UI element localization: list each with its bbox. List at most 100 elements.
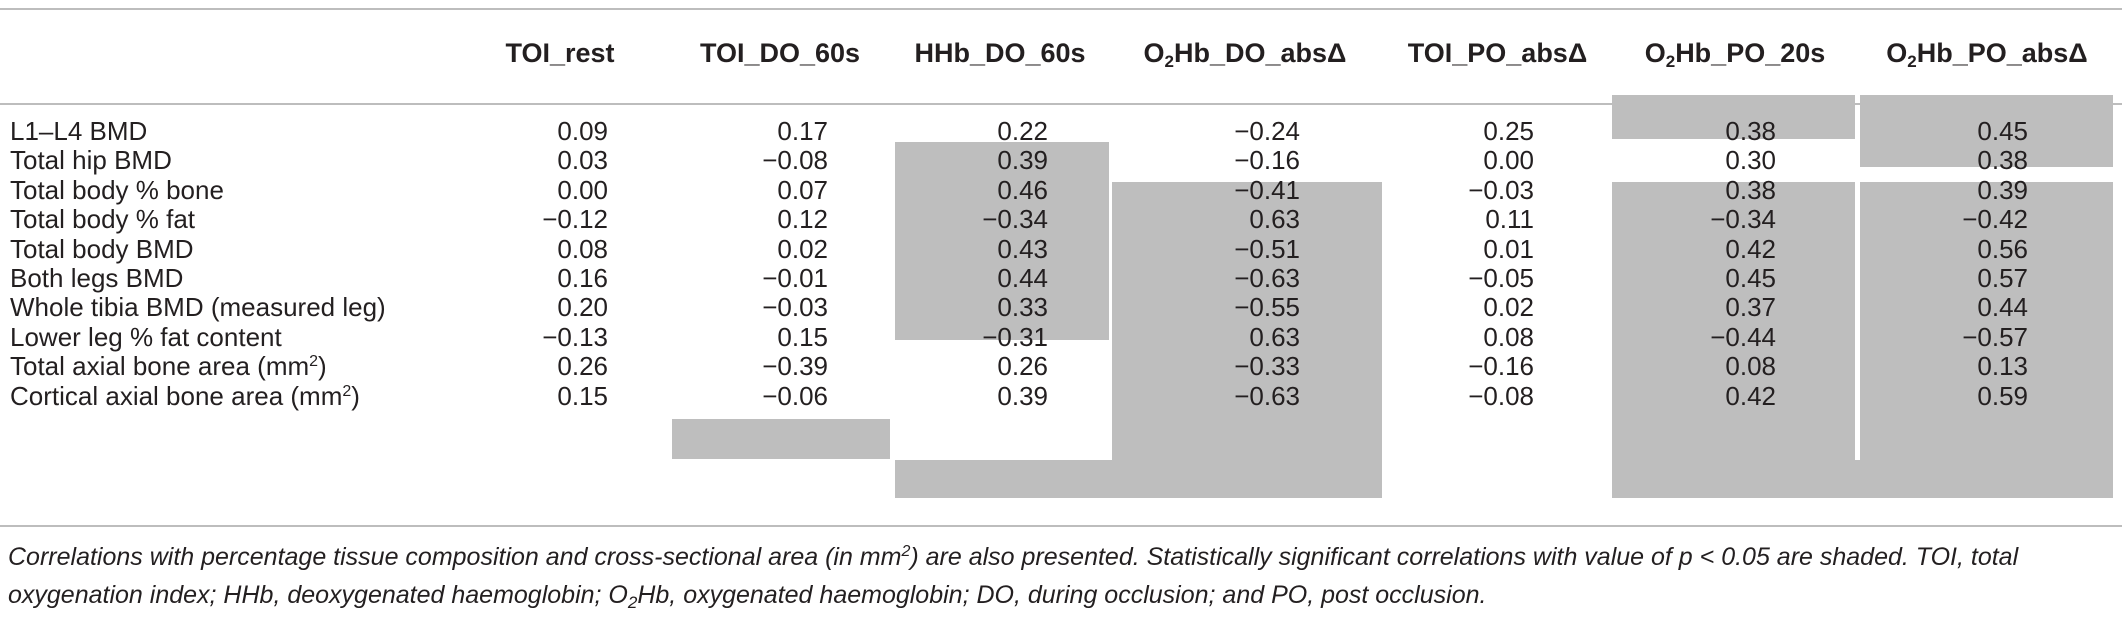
table-cell: 0.37 [1725, 292, 1776, 322]
table-cell: 0.20 [557, 292, 608, 322]
table-cell: 0.12 [777, 204, 828, 234]
table-top-rule [0, 8, 2122, 10]
table-cell: −0.55 [1234, 292, 1300, 322]
table-cell: −0.34 [1710, 204, 1776, 234]
table-cell: 0.00 [1483, 145, 1534, 175]
table-cell: 0.22 [997, 116, 1048, 146]
table-cell: 0.42 [1725, 234, 1776, 264]
table-cell: 0.39 [997, 145, 1048, 175]
table-cell: 0.44 [1977, 292, 2028, 322]
table-cell: 0.07 [777, 175, 828, 205]
table-cell: 0.45 [1725, 263, 1776, 293]
table-cell: 0.01 [1483, 234, 1534, 264]
col-header-hhb-do-60s: HHb_DO_60s [914, 38, 1086, 68]
table-cell: 0.08 [557, 234, 608, 264]
row-label: Total body % fat [10, 204, 195, 234]
table-cell: 0.59 [1977, 381, 2028, 411]
table-cell: 0.39 [997, 381, 1048, 411]
table-cell: −0.13 [542, 322, 608, 352]
row-label: Whole tibia BMD (measured leg) [10, 292, 386, 322]
table-cell: 0.15 [777, 322, 828, 352]
table-cell: 0.56 [1977, 234, 2028, 264]
table-cell: 0.15 [557, 381, 608, 411]
col-header-toi-do-60s: TOI_DO_60s [699, 38, 861, 68]
table-cell: 0.17 [777, 116, 828, 146]
shade-o2hb-po-20s-block [1612, 182, 1855, 472]
table-cell: 0.26 [997, 351, 1048, 381]
row-label: Total body BMD [10, 234, 194, 264]
row-label: Both legs BMD [10, 263, 184, 293]
table-cell: 0.02 [1483, 292, 1534, 322]
table-cell: 0.38 [1725, 116, 1776, 146]
table-cell: −0.08 [1468, 381, 1534, 411]
table-cell: 0.38 [1725, 175, 1776, 205]
col-header-o2hb-po-20s: O2Hb_PO_20s [1644, 38, 1826, 71]
table-cell: −0.42 [1962, 204, 2028, 234]
shade-o2hb-po-20s-l1l4 [1612, 95, 1855, 139]
col-header-o2hb-po-absd: O2Hb_PO_absΔ [1886, 38, 2088, 71]
table-cell: 0.08 [1725, 351, 1776, 381]
row-label: Total body % bone [10, 175, 224, 205]
table-cell: 0.57 [1977, 263, 2028, 293]
table-cell: 0.39 [1977, 175, 2028, 205]
row-label: Lower leg % fat content [10, 322, 282, 352]
shade-hhb-do-60s [895, 142, 1109, 340]
table-cell: 0.26 [557, 351, 608, 381]
table-cell: −0.33 [1234, 351, 1300, 381]
table-cell: 0.11 [1485, 204, 1534, 234]
table-cell: 0.13 [1977, 351, 2028, 381]
table-cell: 0.46 [997, 175, 1048, 205]
shade-toi-do-60s-axial [672, 419, 890, 459]
table-cell: 0.25 [1483, 116, 1534, 146]
shade-cortical-po [1612, 460, 2113, 498]
table-cell: −0.05 [1468, 263, 1534, 293]
table-cell: 0.63 [1249, 204, 1300, 234]
table-cell: −0.51 [1234, 234, 1300, 264]
table-cell: −0.06 [762, 381, 828, 411]
table-cell: 0.30 [1725, 145, 1776, 175]
table-cell: −0.41 [1234, 175, 1300, 205]
table-cell: −0.44 [1710, 322, 1776, 352]
table-cell: 0.16 [557, 263, 608, 293]
table-cell: 0.00 [557, 175, 608, 205]
table-cell: 0.03 [557, 145, 608, 175]
table-cell: 0.45 [1977, 116, 2028, 146]
table-cell: −0.31 [982, 322, 1048, 352]
table-cell: 0.44 [997, 263, 1048, 293]
table-cell: −0.39 [762, 351, 828, 381]
row-label: Total axial bone area (mm2) [10, 351, 327, 381]
header-bottom-rule [0, 103, 2122, 105]
table-cell: 0.08 [1483, 322, 1534, 352]
shade-cortical-do [895, 460, 1382, 498]
row-label: Cortical axial bone area (mm2) [10, 381, 360, 411]
table-cell: −0.63 [1234, 381, 1300, 411]
shade-o2hb-do-absd [1112, 182, 1382, 472]
table-footnote: Correlations with percentage tissue comp… [8, 543, 2019, 612]
shade-o2hb-po-absd-block [1860, 182, 2113, 472]
col-header-toi-rest: TOI_rest [505, 38, 615, 68]
table-cell: 0.42 [1725, 381, 1776, 411]
table-cell: −0.16 [1468, 351, 1534, 381]
table-cell: 0.63 [1249, 322, 1300, 352]
col-header-toi-po-absd: TOI_PO_absΔ [1407, 38, 1588, 68]
table-cell: −0.01 [762, 263, 828, 293]
table-cell: 0.43 [997, 234, 1048, 264]
table-cell: −0.57 [1962, 322, 2028, 352]
table-cell: −0.03 [1468, 175, 1534, 205]
table-cell: −0.63 [1234, 263, 1300, 293]
table-cell: −0.34 [982, 204, 1048, 234]
col-header-o2hb-do-absd: O2Hb_DO_absΔ [1143, 38, 1347, 71]
table-cell: 0.02 [777, 234, 828, 264]
table-cell: 0.38 [1977, 145, 2028, 175]
table-bottom-rule [0, 525, 2122, 527]
table-cell: 0.09 [557, 116, 608, 146]
table-cell: −0.03 [762, 292, 828, 322]
table-cell: −0.12 [542, 204, 608, 234]
shade-o2hb-po-absd-top [1860, 95, 2113, 167]
row-label: Total hip BMD [10, 145, 172, 175]
table-cell: −0.16 [1234, 145, 1300, 175]
table-cell: −0.08 [762, 145, 828, 175]
row-label: L1–L4 BMD [10, 116, 148, 146]
table-cell: 0.33 [997, 292, 1048, 322]
